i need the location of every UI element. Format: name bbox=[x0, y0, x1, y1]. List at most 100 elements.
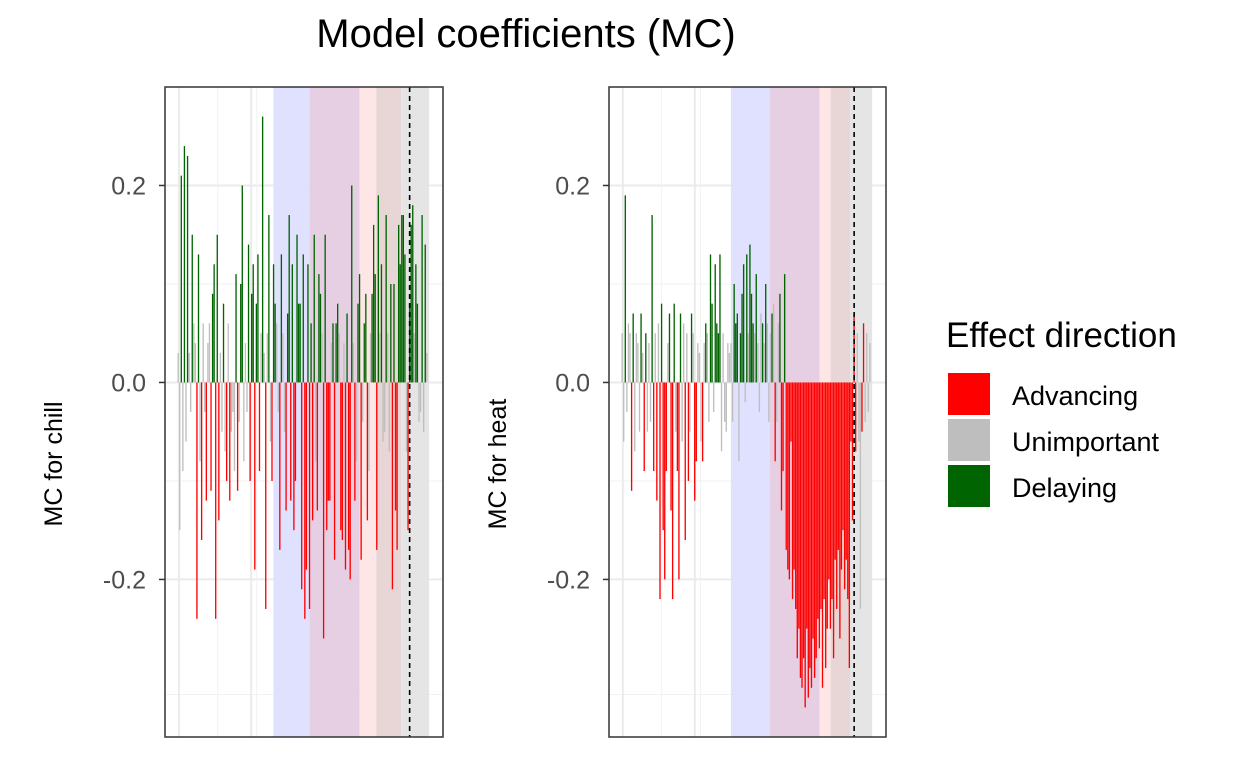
bar bbox=[752, 323, 754, 383]
bar bbox=[365, 293, 367, 383]
bar bbox=[304, 382, 306, 619]
bar bbox=[787, 382, 789, 570]
bar bbox=[310, 323, 312, 383]
bar bbox=[864, 382, 866, 422]
shaded-period-4 bbox=[849, 87, 873, 737]
bar bbox=[390, 283, 392, 383]
bar bbox=[739, 333, 742, 383]
bar bbox=[272, 264, 275, 383]
bar bbox=[708, 382, 710, 422]
bar bbox=[396, 382, 398, 550]
bar bbox=[635, 333, 638, 383]
bar bbox=[337, 303, 339, 383]
bar bbox=[352, 343, 354, 383]
bar bbox=[742, 264, 745, 383]
bar bbox=[665, 382, 667, 472]
bar bbox=[832, 382, 835, 659]
bar bbox=[333, 382, 336, 560]
bar bbox=[648, 343, 650, 383]
bar bbox=[831, 382, 833, 600]
bar bbox=[765, 283, 767, 383]
bar bbox=[840, 382, 843, 570]
bar bbox=[415, 264, 417, 383]
bar bbox=[377, 195, 379, 383]
bar bbox=[683, 323, 685, 383]
bar bbox=[412, 205, 414, 383]
bar bbox=[664, 382, 666, 580]
bar bbox=[741, 293, 743, 383]
bar bbox=[349, 382, 351, 580]
bar bbox=[675, 382, 677, 432]
bar bbox=[340, 382, 342, 531]
bar bbox=[660, 303, 663, 383]
bar bbox=[689, 382, 691, 432]
bar bbox=[347, 382, 350, 550]
bar bbox=[372, 224, 375, 383]
bar bbox=[653, 382, 655, 472]
bar bbox=[274, 303, 276, 383]
bar bbox=[229, 382, 231, 501]
bar bbox=[254, 382, 256, 570]
bar bbox=[387, 333, 389, 383]
bar bbox=[856, 333, 858, 383]
bar bbox=[308, 382, 311, 609]
panel-border bbox=[164, 86, 444, 738]
bar bbox=[319, 293, 322, 383]
bar bbox=[246, 382, 248, 412]
bar bbox=[705, 323, 707, 383]
bar bbox=[290, 382, 292, 501]
bar bbox=[397, 224, 400, 383]
bar bbox=[711, 303, 713, 383]
bar bbox=[354, 382, 356, 501]
bar bbox=[177, 352, 179, 383]
bar bbox=[755, 274, 757, 383]
bar bbox=[302, 254, 304, 383]
bar bbox=[255, 303, 258, 383]
bar bbox=[730, 343, 732, 383]
bar bbox=[836, 382, 838, 609]
bar bbox=[842, 382, 844, 531]
legend-swatch-advancing bbox=[948, 373, 990, 415]
bar bbox=[277, 382, 279, 412]
bar bbox=[299, 303, 301, 383]
bar bbox=[804, 382, 806, 708]
bar bbox=[643, 382, 645, 472]
bar bbox=[761, 323, 764, 383]
bar bbox=[790, 382, 792, 442]
y-axis-title: MC for chill bbox=[40, 401, 68, 526]
bar bbox=[725, 382, 727, 432]
bar bbox=[837, 382, 839, 550]
panel-chill: -0.2 0.0 0.2 MC for chill bbox=[40, 86, 444, 738]
bar bbox=[798, 382, 800, 629]
bar bbox=[820, 382, 822, 609]
bar bbox=[291, 264, 293, 383]
shaded-period-0 bbox=[730, 87, 770, 737]
bar bbox=[853, 313, 855, 383]
bar bbox=[671, 382, 674, 600]
bar bbox=[747, 333, 750, 383]
bar bbox=[316, 382, 319, 511]
bar bbox=[810, 382, 813, 688]
bar bbox=[424, 244, 426, 383]
bar bbox=[774, 382, 776, 462]
bar bbox=[382, 382, 384, 442]
bar bbox=[795, 382, 797, 609]
bar bbox=[749, 244, 751, 383]
bar bbox=[188, 352, 190, 383]
bar bbox=[191, 234, 193, 383]
bar bbox=[670, 382, 672, 511]
bar bbox=[388, 382, 390, 452]
bar bbox=[733, 283, 735, 383]
bar bbox=[638, 382, 641, 432]
bar bbox=[341, 382, 344, 541]
bar bbox=[252, 264, 254, 383]
bar bbox=[796, 382, 798, 659]
bar bbox=[294, 382, 297, 481]
bar bbox=[673, 303, 675, 383]
bar bbox=[343, 343, 345, 383]
bar bbox=[703, 343, 705, 383]
bar bbox=[283, 382, 286, 432]
bar bbox=[225, 382, 228, 481]
bar bbox=[426, 352, 428, 383]
bar bbox=[305, 382, 308, 570]
